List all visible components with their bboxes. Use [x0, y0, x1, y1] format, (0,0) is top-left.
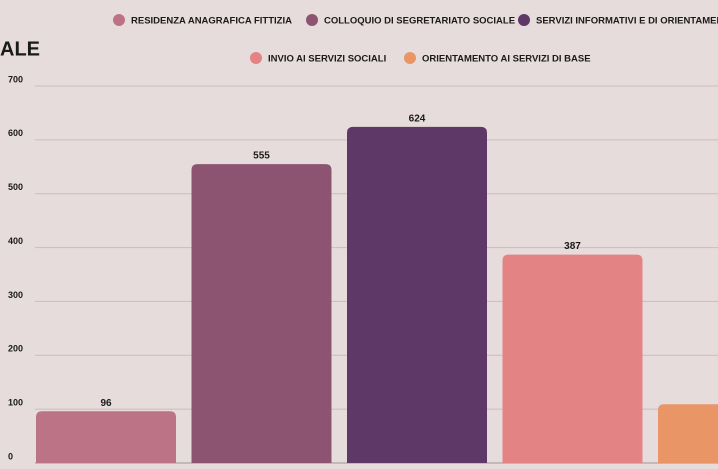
- bar: [191, 164, 332, 464]
- legend-label: SERVIZI INFORMATIVI E DI ORIENTAMENTO: [536, 16, 718, 27]
- y-tick-label: 700: [8, 74, 23, 84]
- value-label: 555: [253, 151, 270, 162]
- y-tick-label: 0: [8, 451, 13, 461]
- bar: [36, 411, 176, 463]
- y-tick-label: 500: [8, 182, 23, 192]
- legend-label: COLLOQUIO DI SEGRETARIATO SOCIALE: [324, 16, 515, 27]
- y-tick-label: 400: [8, 236, 23, 246]
- bar: [658, 404, 718, 463]
- legend-label: INVIO AI SERVIZI SOCIALI: [268, 54, 386, 65]
- legend-label: ORIENTAMENTO AI SERVIZI DI BASE: [422, 54, 591, 65]
- legend-swatch: [404, 52, 416, 64]
- bar: [502, 254, 643, 463]
- y-tick-label: 200: [8, 344, 23, 354]
- legend-swatch: [518, 14, 530, 26]
- y-tick-label: 300: [8, 290, 23, 300]
- bar: [347, 126, 487, 463]
- y-tick-label: 100: [8, 398, 23, 408]
- value-label: 624: [409, 114, 426, 125]
- legend-label: RESIDENZA ANAGRAFICA FITTIZIA: [131, 16, 292, 27]
- value-label: 387: [564, 241, 581, 252]
- legend-swatch: [250, 52, 262, 64]
- y-tick-label: 600: [8, 128, 23, 138]
- legend-swatch: [306, 14, 318, 26]
- legend-swatch: [113, 14, 125, 26]
- chart-title: ALE: [0, 38, 40, 60]
- value-label: 96: [100, 398, 112, 409]
